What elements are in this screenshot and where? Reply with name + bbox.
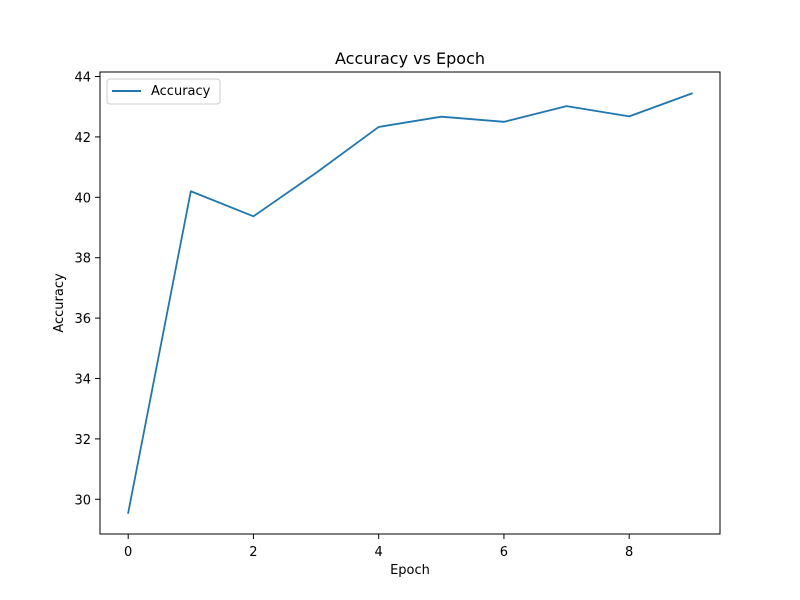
y-tick-label: 44 [74, 71, 91, 86]
y-axis-ticks: 30 32 34 36 38 40 42 44 [74, 71, 100, 508]
series-layer [127, 92, 693, 514]
x-tick-label: 2 [249, 545, 257, 560]
y-tick-label: 32 [74, 433, 91, 448]
series-line-0 [127, 92, 693, 514]
y-tick-label: 40 [74, 191, 91, 206]
x-tick-label: 6 [500, 545, 508, 560]
x-tick-label: 4 [375, 545, 383, 560]
legend-box [106, 78, 221, 105]
x-axis-ticks: 0 2 4 6 8 [124, 534, 633, 560]
y-axis-title: Accuracy [52, 273, 67, 333]
y-tick-label: 36 [74, 312, 91, 327]
y-tick-label: 42 [74, 131, 91, 146]
y-tick-label: 38 [74, 252, 91, 267]
x-axis-title: Epoch [390, 563, 430, 578]
x-tick-label: 0 [124, 545, 132, 560]
y-tick-label: 34 [74, 372, 91, 387]
legend-label: Accuracy [151, 84, 211, 99]
chart-title: Accuracy vs Epoch [335, 49, 485, 68]
y-tick-label: 30 [74, 493, 91, 508]
legend: Accuracy [106, 78, 221, 105]
plot-frame [99, 71, 721, 535]
x-tick-label: 8 [625, 545, 633, 560]
plot-area [100, 72, 720, 534]
